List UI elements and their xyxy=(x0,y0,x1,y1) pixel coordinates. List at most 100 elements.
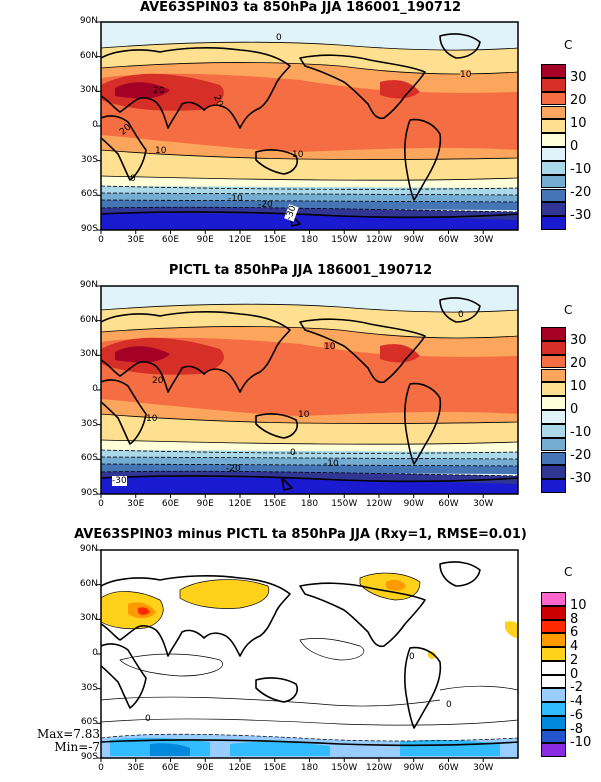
lon-tick-label: 60E xyxy=(161,499,180,509)
panel2-title: PICTL ta 850hPa JJA 186001_190712 xyxy=(168,263,433,278)
colorbar-tick-label: -10 xyxy=(570,162,592,178)
colorbar-swatch xyxy=(541,382,566,397)
lon-tick-label: 90W xyxy=(403,499,424,509)
colorbar-swatch xyxy=(541,410,566,424)
colorbar-swatch xyxy=(541,592,566,606)
lon-tick-label: 0 xyxy=(98,235,104,245)
panel1-contour-label: 10 xyxy=(460,70,472,80)
colorbar-swatch xyxy=(541,147,566,161)
colorbar-tick-label: 0 xyxy=(570,402,579,417)
panel2-contour-label: 0 xyxy=(290,448,296,458)
lon-tick-label: 90W xyxy=(403,763,424,773)
lon-tick-label: 30W xyxy=(473,763,494,773)
lon-tick-label: 180 xyxy=(300,235,319,245)
lat-tick-label: 0 xyxy=(92,384,98,394)
colorbar-swatch xyxy=(541,451,566,466)
colorbar-tick-label: 20 xyxy=(570,92,587,108)
lat-tick-label: 30N xyxy=(79,349,98,360)
lat-tick-label: 0 xyxy=(92,120,98,130)
colorbar-swatch xyxy=(541,91,566,106)
lon-tick-label: 30E xyxy=(127,499,145,509)
lon-tick-label: 60E xyxy=(161,763,180,773)
colorbar-swatch xyxy=(541,202,566,217)
colorbar-tick-label: 30 xyxy=(570,69,587,85)
lon-tick-label: 150E xyxy=(263,763,287,773)
panel3-contour-label: 0 xyxy=(145,714,151,724)
lat-tick-label: 60S xyxy=(80,189,98,200)
lat-tick-label: 90S xyxy=(80,488,98,498)
panel3-contour-label: 0 xyxy=(409,652,415,662)
lon-tick-label: 150W xyxy=(331,763,358,773)
lat-tick-label: 30S xyxy=(80,682,98,693)
lon-tick-label: 180 xyxy=(300,499,319,509)
colorbar-tick-label: -30 xyxy=(570,208,592,224)
lon-tick-label: 90E xyxy=(196,235,214,245)
lon-tick-label: 180 xyxy=(300,763,319,773)
panel3-unit-label: C xyxy=(564,565,573,579)
lon-tick-label: 120W xyxy=(365,763,393,773)
lon-tick-label: 60W xyxy=(438,235,459,245)
colorbar-swatch xyxy=(541,423,566,438)
colorbar-swatch xyxy=(541,216,566,230)
colorbar-swatch xyxy=(541,437,566,452)
colorbar-tick-label: 2 xyxy=(570,652,579,668)
lat-tick-label: 60S xyxy=(80,717,98,728)
colorbar-tick-label: 20 xyxy=(570,355,587,371)
colorbar-tick-label: 8 xyxy=(570,611,579,627)
colorbar-tick-label: -20 xyxy=(570,185,592,201)
colorbar-tick-label: -20 xyxy=(570,448,592,464)
colorbar-tick-label: -10 xyxy=(570,425,592,441)
lat-tick-label: 30S xyxy=(80,154,98,165)
lon-tick-label: 150W xyxy=(331,235,358,245)
lat-tick-label: 90S xyxy=(80,752,98,762)
lat-tick-label: 60N xyxy=(79,314,98,325)
lat-tick-label: 60N xyxy=(79,578,98,589)
lat-tick-label: 60S xyxy=(80,453,98,464)
lat-tick-label: 30N xyxy=(79,613,98,624)
colorbar-swatch xyxy=(541,105,566,120)
colorbar-swatch xyxy=(541,160,566,175)
panel1-unit-label: C xyxy=(564,38,573,52)
panel1-contour-label: 10 xyxy=(292,150,304,160)
colorbar-tick-label: 4 xyxy=(570,639,579,654)
colorbar-swatch xyxy=(541,465,566,480)
panel1-map xyxy=(101,22,518,230)
colorbar-swatch xyxy=(541,479,566,493)
colorbar-swatch xyxy=(541,174,566,189)
colorbar-tick-label: -10 xyxy=(570,735,592,751)
colorbar-swatch xyxy=(541,647,566,661)
colorbar-tick-label: -8 xyxy=(570,721,583,737)
panel3-map xyxy=(101,550,518,758)
colorbar-swatch xyxy=(541,64,566,78)
lon-tick-label: 0 xyxy=(98,763,104,773)
panel1-contour-label: 20 xyxy=(153,86,165,96)
colorbar-tick-label: -30 xyxy=(570,471,592,487)
colorbar-swatch xyxy=(541,354,566,369)
colorbar-tick-label: 6 xyxy=(570,625,579,641)
lat-tick-label: 90N xyxy=(79,280,98,290)
colorbar-tick-label: 10 xyxy=(570,378,587,394)
lon-tick-label: 90W xyxy=(403,235,424,245)
colorbar-tick-label: -2 xyxy=(570,680,583,696)
lon-tick-label: 120E xyxy=(228,499,252,509)
lon-tick-label: 30E xyxy=(127,763,145,773)
panel3-title: AVE63SPIN03 minus PICTL ta 850hPa JJA (R… xyxy=(74,527,527,542)
colorbar-tick-label: 0 xyxy=(570,139,579,154)
lon-tick-label: 60W xyxy=(438,499,459,509)
colorbar-swatch xyxy=(541,368,566,383)
lon-tick-label: 30W xyxy=(473,499,494,509)
colorbar-swatch xyxy=(541,702,566,716)
colorbar-swatch xyxy=(541,688,566,702)
panel1-title: AVE63SPIN03 ta 850hPa JJA 186001_190712 xyxy=(139,0,462,15)
panel3-contour-label: 0 xyxy=(446,700,452,710)
colorbar-swatch xyxy=(541,674,566,689)
colorbar-swatch xyxy=(541,743,566,757)
panel2-contour-label: 10 xyxy=(298,410,310,420)
lat-tick-label: 30S xyxy=(80,418,98,429)
lon-tick-label: 30E xyxy=(127,235,145,245)
panel2-contour-label: 0 xyxy=(458,310,464,320)
colorbar-tick-label: 10 xyxy=(570,597,587,613)
lat-tick-label: 90N xyxy=(79,544,98,554)
colorbar-tick-label: 10 xyxy=(570,115,587,131)
